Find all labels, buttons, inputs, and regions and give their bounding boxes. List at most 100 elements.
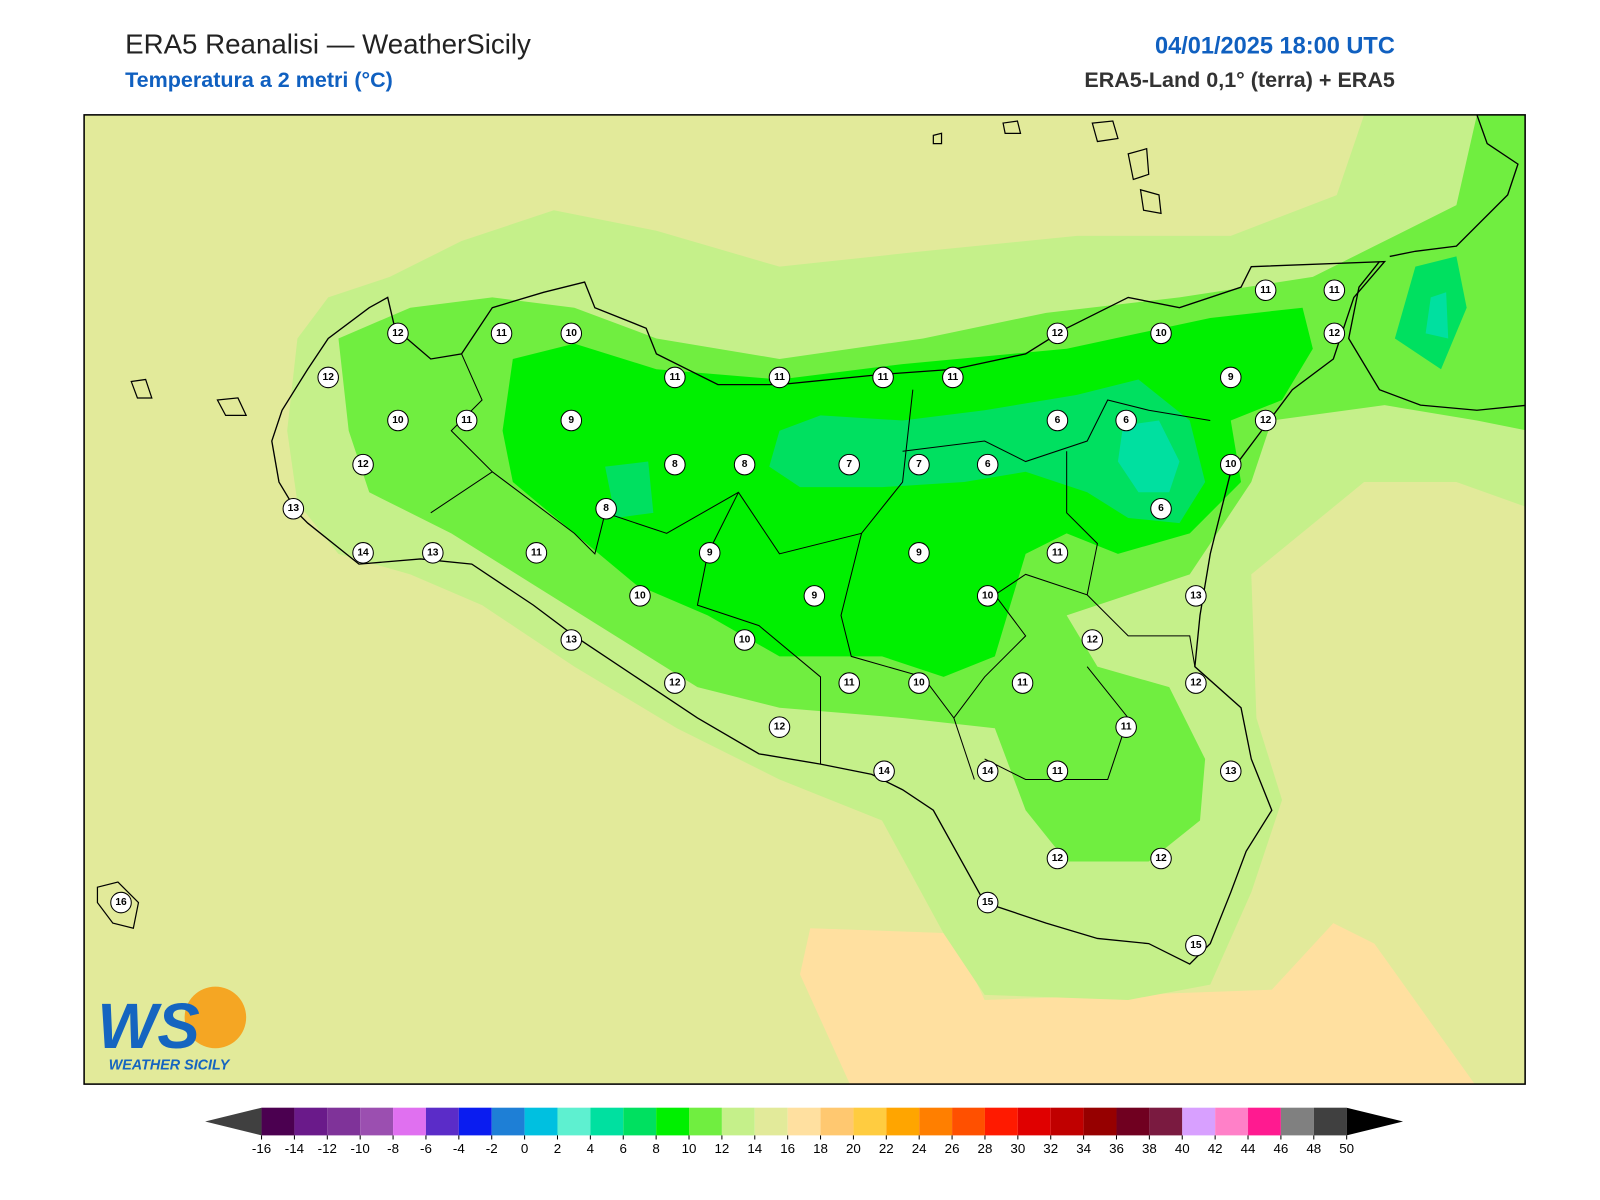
station-labels: 12 11 10 12 11 11 11 11 10 11 9 12 8 8 7 7 6 13 8 14 13 11 9 9 1… <box>110 279 1346 957</box>
colorbar-cell <box>952 1107 985 1136</box>
station-value: 9 <box>812 590 818 601</box>
colorbar-cell <box>721 1107 755 1136</box>
colorbar-cell <box>1083 1107 1117 1136</box>
station-value: 11 <box>496 328 507 339</box>
colorbar-label: 40 <box>1175 1141 1190 1156</box>
station: 12 <box>1081 629 1104 651</box>
station-marker <box>1254 409 1277 432</box>
station-value: 15 <box>982 897 994 908</box>
station-value: 8 <box>742 459 748 470</box>
station: 10 <box>560 322 583 345</box>
station-marker <box>942 366 964 389</box>
station-value: 7 <box>846 459 852 470</box>
colorbar-label: 30 <box>1010 1141 1025 1156</box>
station-marker <box>560 629 583 651</box>
colorbar-cell <box>984 1107 1018 1136</box>
colorbar-cell <box>1248 1107 1281 1136</box>
station-marker <box>1046 322 1069 345</box>
station-value: 12 <box>323 372 335 383</box>
station-marker <box>1323 322 1346 345</box>
station-marker <box>908 542 930 564</box>
station-marker <box>1254 279 1277 302</box>
station-marker <box>838 672 860 694</box>
colorbar-label: -8 <box>387 1141 399 1156</box>
station-marker <box>455 409 478 432</box>
colorbar-label: 6 <box>620 1141 627 1156</box>
station: 13 <box>282 497 305 520</box>
station-marker <box>733 453 756 476</box>
colorbar-cell <box>1280 1107 1314 1136</box>
station: 11 <box>1046 542 1069 564</box>
station-value: 15 <box>1190 940 1202 951</box>
source: ERA5-Land 0,1° (terra) + ERA5 <box>1084 68 1395 92</box>
colorbar-label: 46 <box>1273 1141 1288 1156</box>
station-marker <box>1220 366 1242 389</box>
station: 12 <box>1323 322 1346 345</box>
logo-sun <box>184 986 247 1049</box>
station: 12 <box>1254 409 1277 432</box>
colorbar-cell <box>294 1107 328 1136</box>
station-value: 11 <box>878 372 889 383</box>
logo-text: WEATHER SICILY <box>109 1058 231 1074</box>
station: 6 <box>976 453 999 476</box>
colorbar-cell <box>919 1107 953 1136</box>
station-marker <box>908 672 930 694</box>
station: 16 <box>110 891 132 914</box>
colorbar-cell <box>393 1107 426 1136</box>
subtitle: Temperatura a 2 metri (°C) <box>125 68 393 92</box>
station-value: 9 <box>1228 372 1234 383</box>
colorbar-label: 22 <box>879 1141 894 1156</box>
station-value: 12 <box>1329 328 1341 339</box>
station-marker <box>282 497 305 520</box>
station-marker <box>560 409 583 432</box>
temperature-field <box>84 114 1526 1085</box>
station-marker <box>1081 629 1104 651</box>
station: 14 <box>352 542 374 564</box>
station-value: 11 <box>1260 285 1271 296</box>
datetime: 04/01/2025 18:00 UTC <box>1155 32 1395 58</box>
map-frame <box>83 114 1526 1085</box>
colorbar-cell <box>327 1107 361 1136</box>
station: 11 <box>490 322 513 345</box>
colorbar-label: 50 <box>1339 1141 1354 1156</box>
station: 12 <box>1185 672 1207 694</box>
station-marker <box>387 322 409 345</box>
station-value: 12 <box>1260 415 1272 426</box>
station: 11 <box>942 366 964 389</box>
station: 15 <box>1185 934 1207 957</box>
colorbar-label: 2 <box>554 1141 561 1156</box>
colorbar-label: 38 <box>1142 1141 1157 1156</box>
station: 11 <box>525 542 548 564</box>
colorbar-cell <box>1149 1107 1183 1136</box>
coldest-area <box>1425 292 1449 339</box>
station: 12 <box>1046 847 1069 870</box>
warm-area <box>799 923 1475 1085</box>
station-value: 11 <box>1052 766 1063 777</box>
station-marker <box>110 891 132 914</box>
colorbar-cell <box>491 1107 525 1136</box>
station: 12 <box>1046 322 1069 345</box>
station-value: 11 <box>531 547 542 558</box>
station: 11 <box>872 366 894 389</box>
station-value: 8 <box>672 459 678 470</box>
station-marker <box>352 542 374 564</box>
station: 10 <box>629 585 651 607</box>
colorbar-cell <box>590 1107 624 1136</box>
station-value: 12 <box>1052 328 1064 339</box>
station: 12 <box>1150 847 1172 870</box>
station-value: 12 <box>1087 635 1099 646</box>
station-marker <box>976 585 999 607</box>
station: 11 <box>1323 279 1346 302</box>
colorbar-label: 8 <box>652 1141 659 1156</box>
colorbar-cell <box>1050 1107 1084 1136</box>
small-islands <box>96 120 1162 929</box>
station: 13 <box>1220 760 1242 783</box>
station: 13 <box>560 629 583 651</box>
colorbar-cell <box>1215 1107 1249 1136</box>
station-marker <box>873 760 895 783</box>
station-marker <box>976 453 999 476</box>
colorbar-cell <box>1313 1107 1347 1136</box>
coldest-area <box>1117 420 1180 493</box>
station-value: 7 <box>916 459 922 470</box>
